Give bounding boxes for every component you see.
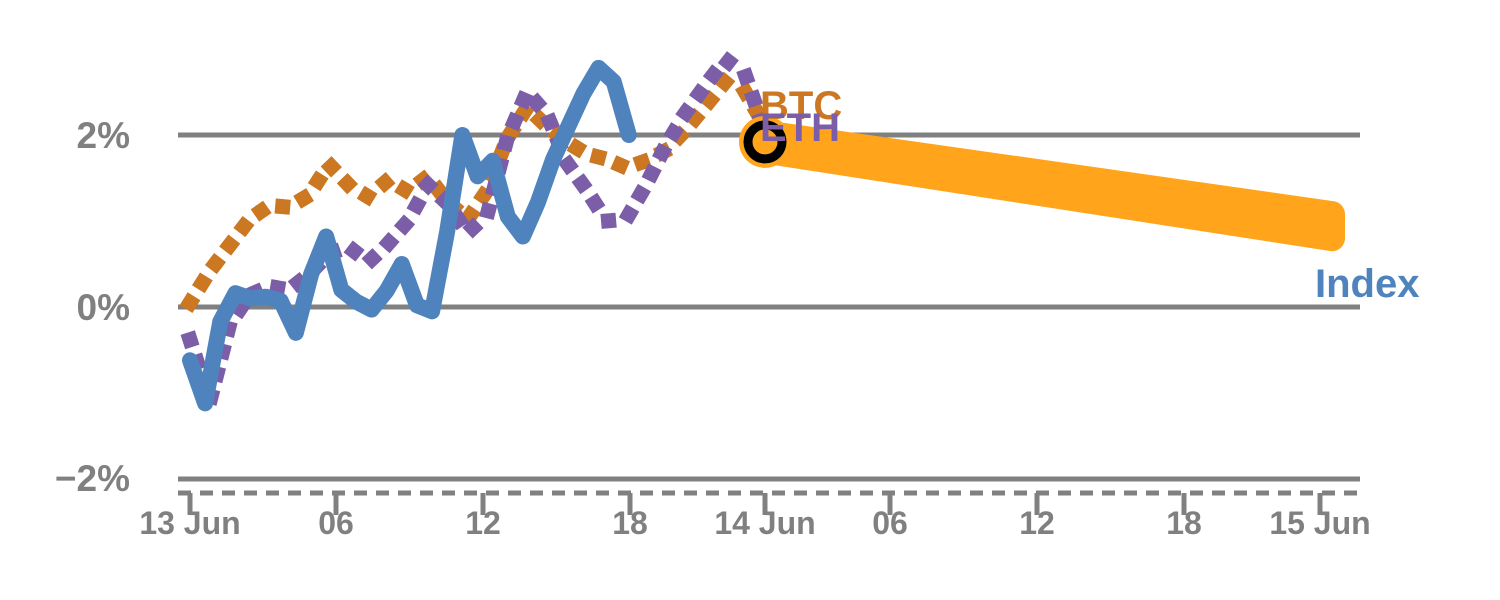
series-label-btc: BTC	[760, 84, 843, 128]
x-tick-label-2: 12	[465, 505, 501, 541]
series-label-index: Index	[1315, 262, 1420, 306]
y-tick-label-2: 2%	[76, 115, 130, 156]
x-tick-label-0: 13 Jun	[139, 505, 241, 541]
y-tick-label-0: 0%	[76, 287, 130, 328]
x-tick-group	[187, 493, 1323, 515]
x-tick-label-5: 06	[872, 505, 908, 541]
forecast-start-marker	[739, 115, 791, 168]
x-tick-label-8: 15 Jun	[1269, 505, 1371, 541]
forecast-band	[752, 120, 1345, 252]
series-label-eth: ETH	[760, 106, 840, 150]
x-tick-label-4: 14 Jun	[714, 505, 816, 541]
series-group	[179, 51, 776, 412]
x-tick-label-1: 06	[318, 505, 354, 541]
y-tick-label-minus2: −2%	[54, 458, 130, 499]
x-tick-label-6: 12	[1019, 505, 1055, 541]
x-tick-label-7: 18	[1166, 505, 1202, 541]
x-tick-label-3: 18	[612, 505, 648, 541]
